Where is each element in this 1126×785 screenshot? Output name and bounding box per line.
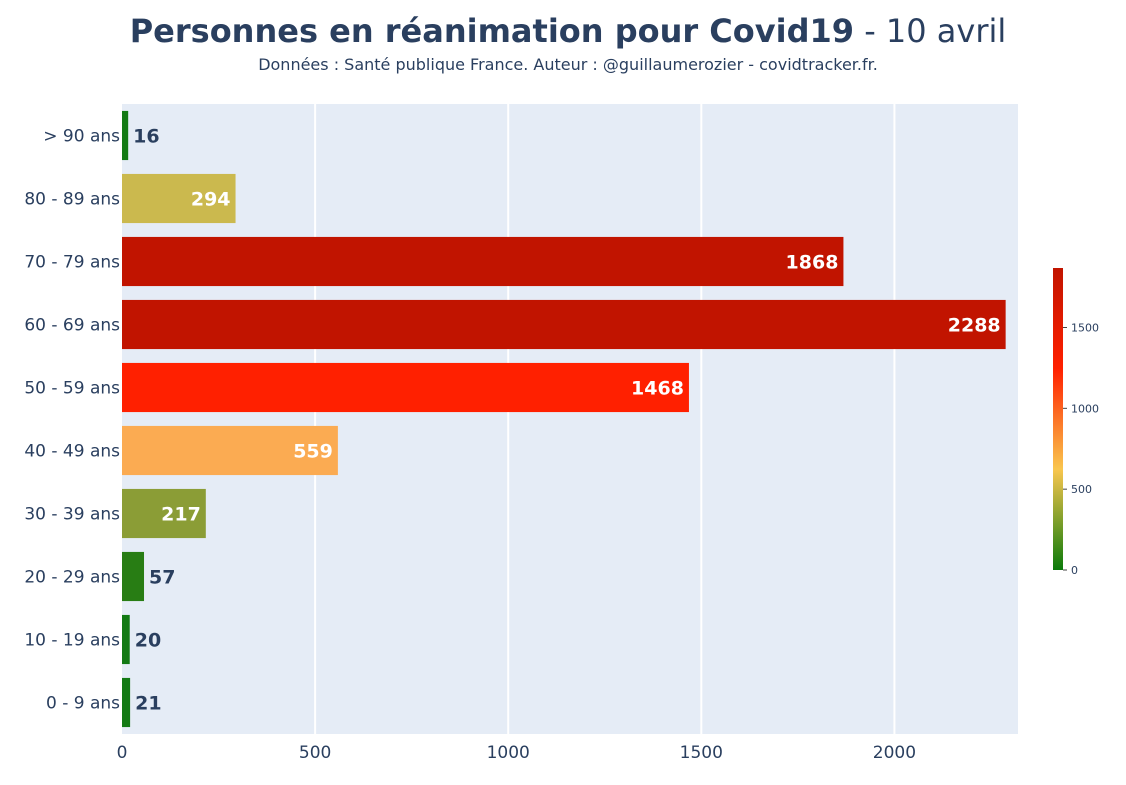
- bar: [122, 110, 129, 161]
- data-label: 16: [133, 126, 159, 148]
- colorbar-tick-label: 1500: [1071, 321, 1099, 334]
- y-axis-labels: > 90 ans 80 - 89 ans 70 - 79 ans 60 - 69 an…: [24, 127, 120, 714]
- data-label: 559: [293, 441, 333, 463]
- chart-subtitle: Données : Santé publique France. Auteur …: [258, 55, 878, 74]
- y-category-label: 50 - 59 ans: [24, 379, 120, 399]
- y-category-label: 80 - 89 ans: [24, 190, 120, 210]
- chart-title: Personnes en réanimation pour Covid19 - …: [130, 12, 1007, 50]
- data-label: 1468: [631, 378, 684, 400]
- chart-title-date: - 10 avril: [854, 12, 1006, 50]
- chart-title-main: Personnes en réanimation pour Covid19: [130, 12, 854, 50]
- y-category-label: 0 - 9 ans: [46, 694, 120, 714]
- data-label: 1868: [786, 252, 839, 274]
- data-label: 294: [191, 189, 231, 211]
- bar: [122, 236, 844, 287]
- y-category-label: 40 - 49 ans: [24, 442, 120, 462]
- x-tick-label: 1500: [680, 743, 723, 763]
- y-category-label: 20 - 29 ans: [24, 568, 120, 588]
- y-category-label: 70 - 79 ans: [24, 253, 120, 273]
- data-labels: 16 294 1868 2288 1468 559 217 57 20 21: [133, 126, 1000, 715]
- data-label: 217: [161, 504, 201, 526]
- x-tick-label: 500: [299, 743, 331, 763]
- x-axis-tick-labels: 0 500 1000 1500 2000: [117, 743, 916, 763]
- data-label: 21: [135, 693, 161, 715]
- x-tick-label: 0: [117, 743, 128, 763]
- data-label: 20: [135, 630, 161, 652]
- bar: [122, 488, 206, 539]
- bar: [122, 173, 236, 224]
- bar: [122, 425, 338, 476]
- bar: [122, 614, 130, 665]
- grid-lines: [314, 104, 896, 734]
- data-label: 2288: [948, 315, 1001, 337]
- x-tick-label: 1000: [487, 743, 530, 763]
- colorbar-tick-label: 0: [1071, 564, 1078, 577]
- data-label: 57: [149, 567, 175, 589]
- bars: [122, 110, 1006, 728]
- bar: [122, 362, 689, 413]
- y-category-label: 30 - 39 ans: [24, 505, 120, 525]
- colorbar: 0 500 1000 1500: [1053, 268, 1099, 577]
- bar: [122, 551, 145, 602]
- y-category-label: 60 - 69 ans: [24, 316, 120, 336]
- colorbar-tick-label: 1000: [1071, 402, 1099, 415]
- y-category-label: > 90 ans: [43, 127, 120, 147]
- colorbar-gradient: [1053, 268, 1063, 570]
- y-category-label: 10 - 19 ans: [24, 631, 120, 651]
- plot-area: [122, 104, 1018, 734]
- colorbar-tick-label: 500: [1071, 483, 1092, 496]
- bar: [122, 677, 131, 728]
- bar: [122, 299, 1006, 350]
- x-tick-label: 2000: [873, 743, 916, 763]
